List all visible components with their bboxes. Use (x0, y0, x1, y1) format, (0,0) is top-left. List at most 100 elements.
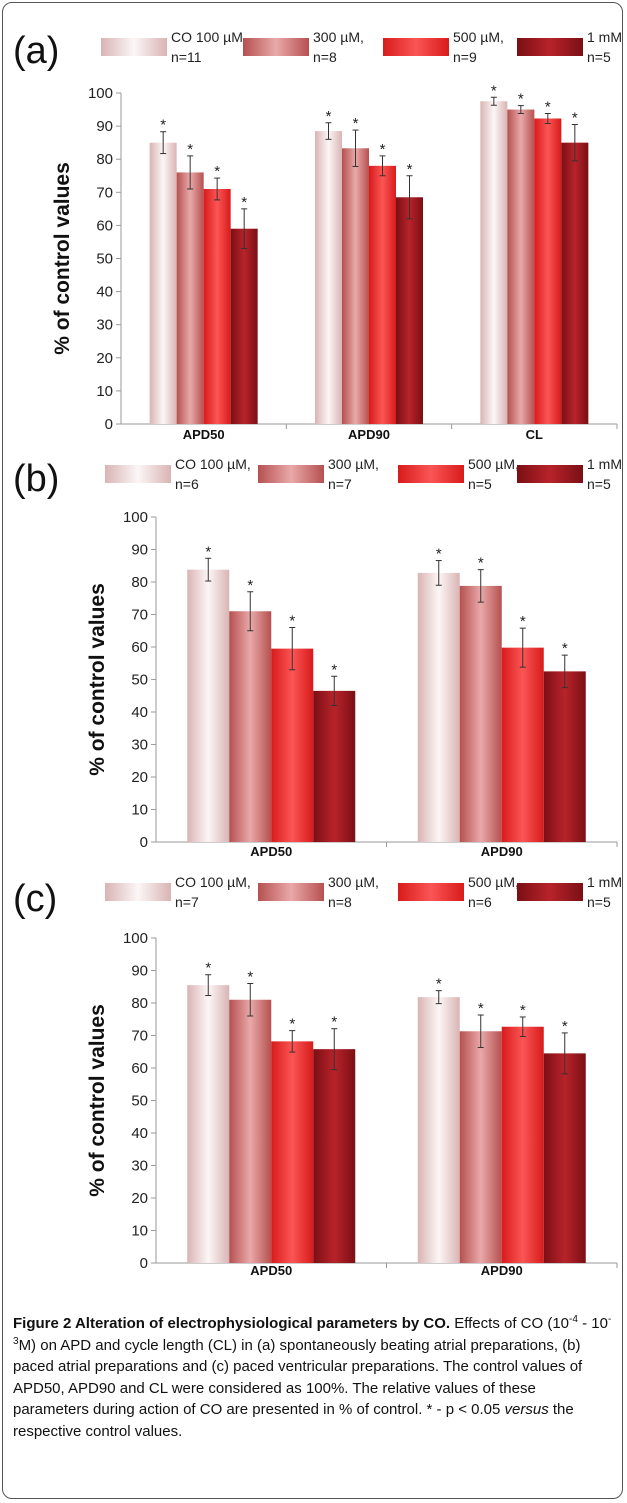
panel-a-bar-apd50-s2 (176, 172, 204, 424)
panel-a-legend-n-4: n=5 (587, 49, 611, 65)
panel-b-legend-n-4: n=5 (587, 476, 611, 492)
panel-c-ytick-label-80: 80 (131, 995, 148, 1012)
panel-a-legend-text-2: 300 µM, (313, 29, 364, 45)
panel-c-legend-n-1: n=7 (175, 894, 199, 910)
figure-charts: (a) CO 100 µM, n=11 300 µM, n=8 500 µM, n=9 1 m… (13, 29, 623, 1278)
panel-a-bar-cl-s2 (507, 109, 535, 425)
panel-a-category-label-apd50: APD50 (183, 427, 225, 442)
panel-c-bar-apd90-s4 (543, 1053, 586, 1263)
panel-b-significance-apd90-s2: * (478, 555, 484, 572)
caption-exponent-1: -4 (569, 1314, 578, 1325)
panel-a-legend-text-3: 500 µM, (453, 29, 504, 45)
caption-text-mid: - 10 (577, 1315, 608, 1332)
panel-b-legend-swatch-1 (105, 465, 171, 483)
panel-b-significance-apd90-s4: * (562, 640, 568, 657)
caption-text-b: M) on APD and cycle length (CL) in (a) s… (13, 1336, 583, 1419)
panel-b-ytick-label-30: 30 (131, 737, 148, 754)
panel-b-legend-swatch-2 (258, 465, 324, 483)
panel-a-ytick-label-90: 90 (96, 118, 113, 135)
panel-a-significance-cl-s2: * (518, 91, 524, 108)
panel-b-ytick-label-60: 60 (131, 639, 148, 656)
panel-c-bar-apd90-s2 (459, 1031, 502, 1263)
panel-b-bar-apd50-s2 (229, 611, 272, 842)
panel-c-legend-text-1: CO 100 µM, (175, 874, 251, 890)
panel-a-ytick-label-10: 10 (96, 383, 113, 400)
panel-a-category-label-cl: CL (526, 427, 543, 442)
panel-a-significance-apd50-s3: * (214, 163, 220, 180)
panel-b-bar-apd50-s1 (187, 569, 230, 842)
panel-b-significance-apd50-s3: * (289, 613, 295, 630)
panel-b-significance-apd50-s4: * (331, 661, 337, 678)
panel-b-ytick-label-40: 40 (131, 704, 148, 721)
panel-b-legend-n-3: n=5 (468, 476, 492, 492)
panel-a-legend-swatch-4 (517, 38, 583, 56)
panel-b-significance-apd90-s3: * (520, 613, 526, 630)
panel-a-significance-apd50-s4: * (241, 194, 247, 211)
panel-c-bar-apd50-s2 (229, 999, 272, 1263)
panel-b-ytick-label-0: 0 (140, 834, 148, 851)
caption-versus: versus (504, 1401, 549, 1418)
panel-a-ytick-label-20: 20 (96, 350, 113, 367)
panel-b-significance-apd90-s1: * (436, 546, 442, 563)
panel-a-legend-swatch-1 (101, 38, 167, 56)
panel-a-bar-cl-s1 (480, 101, 508, 425)
panel-a-significance-apd50-s1: * (160, 117, 166, 134)
caption-text-c: the respective control values. (13, 1401, 574, 1440)
panel-c-legend-swatch-4 (517, 883, 583, 901)
panel-c-significance-apd50-s2: * (247, 969, 253, 986)
panel-a-legend-text-4: 1 mM, (587, 29, 623, 45)
panel-b-bar-apd90-s1 (417, 572, 460, 842)
panel-c-ytick-label-100: 100 (123, 930, 148, 947)
panel-b-bar-apd90-s3 (501, 647, 544, 842)
panel-c-ytick-label-70: 70 (131, 1028, 148, 1045)
panel-c-ytick-label-40: 40 (131, 1125, 148, 1142)
panel-b-legend-swatch-4 (517, 465, 583, 483)
panel-b-bar-apd90-s2 (459, 585, 502, 842)
panel-c-significance-apd90-s1: * (436, 976, 442, 993)
panel-c-ytick-label-90: 90 (131, 963, 148, 980)
panel-a-ytick-label-40: 40 (96, 284, 113, 301)
panel-a-legend-n-3: n=9 (453, 49, 477, 65)
panel-b-legend-n-2: n=7 (328, 476, 352, 492)
panel-c-category-label-apd90: APD90 (481, 1263, 523, 1278)
panel-b-legend-text-1: CO 100 µM, (175, 456, 251, 472)
panel-c-significance-apd90-s4: * (562, 1018, 568, 1035)
panel-a-significance-apd90-s2: * (353, 115, 359, 132)
caption-title-period: . (445, 1315, 451, 1332)
panel-b-legend-n-1: n=6 (175, 476, 199, 492)
panel-b-legend-swatch-3 (398, 465, 464, 483)
panel-c-legend-swatch-1 (105, 883, 171, 901)
panel-c-significance-apd50-s4: * (331, 1014, 337, 1031)
panel-c-legend-n-2: n=8 (328, 894, 352, 910)
panel-b-bar-apd50-s3 (271, 648, 314, 842)
panel-c-ytick-label-0: 0 (140, 1255, 148, 1272)
panel-a-legend-n-1: n=11 (171, 49, 202, 65)
panel-a-legend-text-1: CO 100 µM, (171, 29, 247, 45)
panel-c-legend-text-2: 300 µM, (328, 874, 379, 890)
panel-a-significance-apd90-s1: * (326, 108, 332, 125)
panel-a-significance-cl-s1: * (491, 82, 497, 99)
panel-a-bar-apd50-s1 (149, 142, 177, 424)
panel-a-legend-swatch-2 (243, 38, 309, 56)
panel-a-significance-apd90-s4: * (407, 161, 413, 178)
panel-c-bar-apd50-s3 (271, 1041, 314, 1263)
caption-title: Figure 2 Alteration of electrophysiologi… (13, 1315, 446, 1332)
panel-a-bar-cl-s4 (561, 142, 589, 424)
panel-b-ylabel: % of control values (86, 583, 109, 776)
panel-c-ytick-label-20: 20 (131, 1190, 148, 1207)
panel-b-category-label-apd90: APD90 (481, 844, 523, 859)
panel-b-legend-text-2: 300 µM, (328, 456, 379, 472)
panel-c-ylabel: % of control values (86, 1004, 109, 1197)
panel-a-ytick-label-50: 50 (96, 251, 113, 268)
panel-c-legend-swatch-3 (398, 883, 464, 901)
panel-c-bar-apd50-s4 (313, 1049, 356, 1263)
panel-c-label: (c) (13, 878, 57, 920)
panel-a-bar-apd90-s3 (369, 165, 396, 424)
panel-b-legend-text-3: 500 µM, (468, 456, 519, 472)
panel-a-significance-cl-s3: * (545, 99, 551, 116)
caption-text-a: Effects of CO (10 (454, 1315, 570, 1332)
caption-exponent-2: -3 (13, 1314, 612, 1347)
figure-caption: Figure 2 Alteration of electrophysiologi… (13, 1313, 615, 1442)
panel-b-significance-apd50-s2: * (247, 577, 253, 594)
panel-b-legend-text-4: 1 mM, (587, 456, 623, 472)
